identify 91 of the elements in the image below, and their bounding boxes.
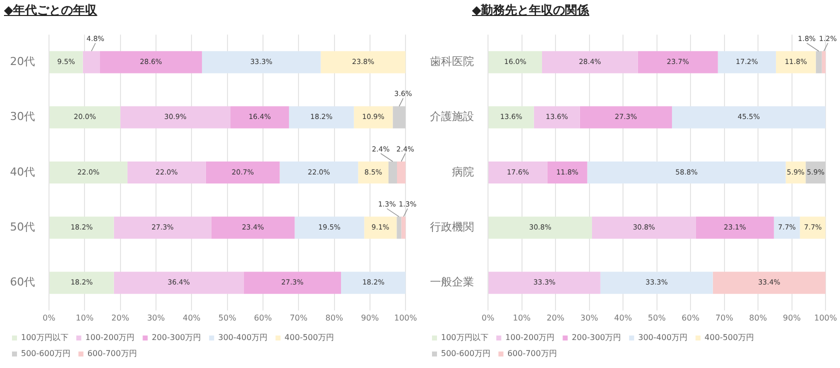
x-tick-label: 70% xyxy=(715,313,734,322)
x-tick-label: 100% xyxy=(814,313,838,322)
bar xyxy=(364,216,397,239)
x-tick-label: 70% xyxy=(290,313,308,322)
y-tick-label: 50代 xyxy=(10,220,35,234)
x-tick-label: 20% xyxy=(111,313,130,322)
x-tick-label: 50% xyxy=(648,313,666,322)
y-tick-label: 40代 xyxy=(10,165,35,178)
legend-label: 500-600万円 xyxy=(21,349,70,358)
bar xyxy=(100,51,202,74)
bar xyxy=(534,106,580,128)
bar xyxy=(354,106,393,128)
bar xyxy=(341,272,406,294)
legend-label: 600-700万円 xyxy=(507,349,557,358)
legend-label: 300-400万円 xyxy=(638,333,688,342)
x-tick-label: 30% xyxy=(580,313,599,322)
y-tick-label: 行政機関 xyxy=(430,220,474,234)
bar xyxy=(388,161,398,184)
bar xyxy=(202,51,321,74)
x-tick-label: 60% xyxy=(682,313,700,322)
bar xyxy=(280,161,358,184)
bar xyxy=(288,106,354,128)
bar xyxy=(776,51,816,74)
x-tick-label: 30% xyxy=(147,313,166,322)
bar xyxy=(816,51,822,74)
bar xyxy=(397,161,406,184)
bar xyxy=(114,272,244,294)
bar xyxy=(230,106,289,128)
bar xyxy=(547,161,588,184)
bar xyxy=(120,106,230,128)
legend-label: 200-300万円 xyxy=(152,333,202,342)
chart-title: ◆年代ごとの年収 xyxy=(4,2,98,19)
bar xyxy=(114,216,212,239)
y-tick-label: 一般企業 xyxy=(430,276,474,289)
x-tick-label: 50% xyxy=(218,313,237,322)
bar xyxy=(600,272,713,294)
bar xyxy=(542,51,638,74)
x-tick-label: 0% xyxy=(42,313,56,322)
bar xyxy=(294,216,364,239)
legend-label: 200-300万円 xyxy=(572,333,622,342)
x-tick-label: 40% xyxy=(182,313,201,322)
chart-title: ◆勤務先と年収の関係 xyxy=(472,2,590,19)
bar xyxy=(396,216,402,239)
x-tick-label: 80% xyxy=(749,313,768,322)
x-tick-label: 90% xyxy=(782,313,802,322)
legend-label: 400-500万円 xyxy=(284,333,334,342)
bar xyxy=(127,161,206,184)
bar xyxy=(712,272,826,294)
x-tick-label: 100% xyxy=(394,313,418,322)
y-tick-label: 30代 xyxy=(10,110,35,124)
legend-label: 400-500万円 xyxy=(704,333,754,342)
bar xyxy=(672,106,826,128)
y-tick-label: 歯科医院 xyxy=(430,55,474,68)
bar xyxy=(392,106,406,128)
bar xyxy=(580,106,672,128)
bar xyxy=(774,216,800,239)
x-tick-label: 90% xyxy=(361,313,380,322)
legend-label: 100万円以下 xyxy=(441,333,488,342)
x-tick-label: 60% xyxy=(254,313,272,322)
legend-label: 100万円以下 xyxy=(21,333,68,342)
x-tick-label: 0% xyxy=(482,313,495,322)
bar xyxy=(244,272,342,294)
x-tick-label: 10% xyxy=(76,313,94,322)
legend-label: 500-600万円 xyxy=(441,349,490,358)
x-tick-label: 80% xyxy=(325,313,344,322)
bar xyxy=(211,216,295,239)
legend-label: 100-200万円 xyxy=(85,333,135,342)
bar xyxy=(488,272,600,294)
bar xyxy=(592,216,696,239)
bar xyxy=(800,216,826,239)
y-tick-label: 介護施設 xyxy=(430,110,474,124)
bar xyxy=(822,51,826,74)
bar xyxy=(587,161,786,184)
y-tick-label: 60代 xyxy=(10,276,35,289)
legend-label: 600-700万円 xyxy=(87,349,137,358)
bar xyxy=(401,216,406,239)
x-tick-label: 10% xyxy=(512,313,532,322)
legend-label: 300-400万円 xyxy=(218,333,268,342)
bar xyxy=(638,51,718,74)
y-tick-label: 病院 xyxy=(452,165,474,178)
bar xyxy=(358,161,388,184)
bar xyxy=(82,51,100,74)
bar xyxy=(696,216,774,239)
bar xyxy=(718,51,776,74)
bar xyxy=(488,161,548,184)
x-tick-label: 40% xyxy=(614,313,632,322)
y-tick-label: 20代 xyxy=(10,55,35,68)
x-tick-label: 20% xyxy=(546,313,565,322)
legend-label: 100-200万円 xyxy=(505,333,555,342)
bar xyxy=(206,161,280,184)
bar xyxy=(320,51,406,74)
